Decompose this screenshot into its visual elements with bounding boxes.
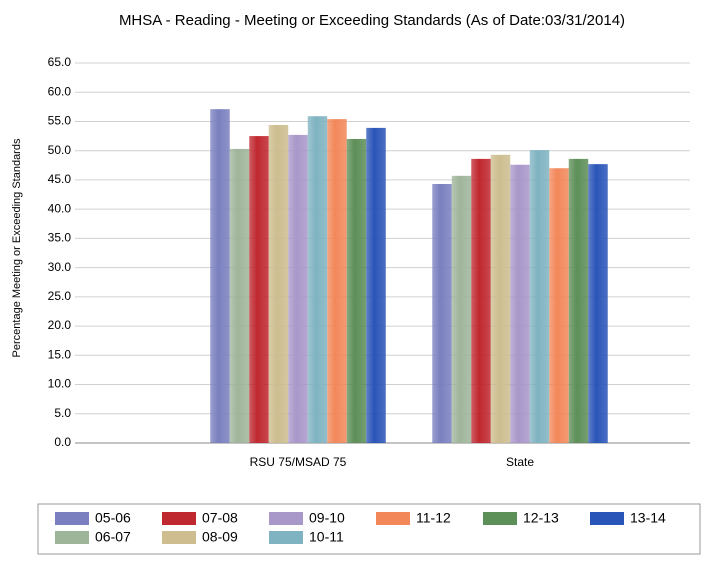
legend-swatch (162, 512, 196, 525)
y-tick-label: 60.0 (48, 84, 72, 98)
legend-swatch (162, 531, 196, 544)
legend-label: 06-07 (95, 529, 131, 545)
legend-swatch (376, 512, 410, 525)
y-tick-label: 30.0 (48, 260, 72, 274)
y-tick-label: 25.0 (48, 289, 72, 303)
bar (471, 158, 491, 443)
legend-swatch (590, 512, 624, 525)
bar (588, 164, 608, 443)
y-tick-label: 15.0 (48, 347, 72, 361)
legend-swatch (483, 512, 517, 525)
bar (307, 116, 328, 443)
bar (268, 124, 289, 443)
legend-box (37, 503, 701, 555)
y-tick-label: 40.0 (48, 201, 72, 215)
y-axis-title: Percentage Meeting or Exceeding Standard… (11, 138, 23, 357)
legend-swatch (269, 531, 303, 544)
legend-swatch (55, 531, 89, 544)
x-tick-label: RSU 75/MSAD 75 (250, 455, 347, 469)
bar (510, 164, 530, 443)
bar (568, 158, 589, 443)
y-tick-label: 35.0 (48, 231, 72, 245)
legend-label: 12-13 (523, 510, 559, 526)
bar (229, 148, 250, 443)
bar (249, 136, 269, 444)
legend-label: 10-11 (309, 529, 344, 545)
chart-title: MHSA - Reading - Meeting or Exceeding St… (119, 12, 625, 29)
bar (451, 175, 472, 444)
y-tick-label: 55.0 (48, 114, 72, 128)
bar (529, 150, 550, 443)
legend-label: 08-09 (202, 529, 238, 545)
legend-label: 09-10 (309, 510, 345, 526)
bar (549, 168, 569, 443)
y-tick-label: 45.0 (48, 172, 72, 186)
bar (490, 154, 511, 444)
legend-label: 05-06 (95, 510, 131, 526)
legend-label: 13-14 (630, 510, 666, 526)
y-tick-label: 65.0 (48, 55, 72, 69)
legend-swatch (269, 512, 303, 525)
bar (327, 119, 347, 443)
y-tick-label: 0.0 (54, 435, 71, 449)
legend-swatch (55, 512, 89, 525)
x-tick-label: State (506, 455, 534, 469)
y-tick-label: 10.0 (48, 377, 72, 391)
legend-label: 11-12 (416, 510, 451, 526)
bar (346, 139, 367, 443)
bar (210, 109, 230, 443)
y-tick-label: 5.0 (54, 406, 71, 420)
bar (432, 184, 452, 443)
y-tick-label: 20.0 (48, 318, 72, 332)
y-tick-label: 50.0 (48, 143, 72, 157)
bar (288, 134, 308, 443)
legend-label: 07-08 (202, 510, 238, 526)
bar (366, 127, 386, 444)
